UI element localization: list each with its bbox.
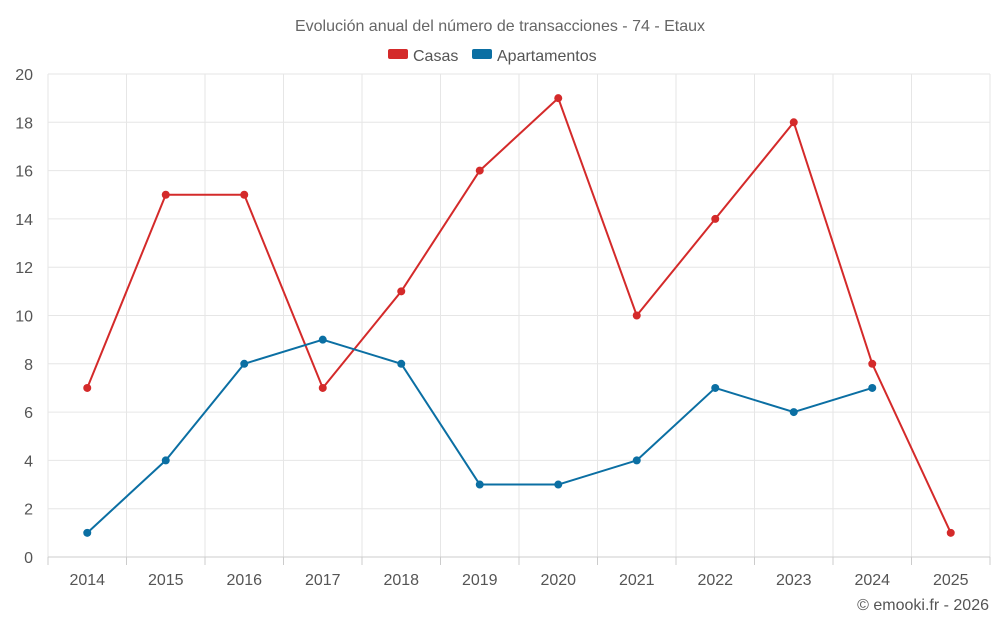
x-tick-label: 2017	[305, 572, 341, 589]
data-point-apartamentos-2022[interactable]	[711, 383, 720, 392]
x-tick-label: 2024	[854, 572, 890, 589]
legend-label-casas: Casas	[413, 48, 458, 65]
legend-swatch-casas	[388, 49, 408, 59]
data-point-casas-2016[interactable]	[240, 190, 249, 199]
data-point-apartamentos-2015[interactable]	[161, 456, 170, 465]
data-point-apartamentos-2023[interactable]	[789, 408, 798, 417]
y-tick-label: 18	[15, 115, 33, 132]
credit-text[interactable]: © emooki.fr - 2026	[857, 597, 989, 614]
legend-item-casas[interactable]: Casas	[388, 48, 458, 65]
y-tick-label: 0	[24, 550, 33, 567]
data-point-casas-2022[interactable]	[711, 214, 720, 223]
series-apartamentos	[83, 335, 877, 537]
y-tick-label: 14	[15, 212, 33, 229]
legend: Casas Apartamentos	[388, 48, 597, 65]
legend-swatch-apartamentos	[472, 49, 492, 59]
data-point-casas-2023[interactable]	[789, 118, 798, 127]
data-point-casas-2024[interactable]	[868, 359, 877, 368]
axes	[47, 556, 991, 565]
data-point-apartamentos-2021[interactable]	[632, 456, 641, 465]
y-tick-label: 2	[24, 502, 33, 519]
grid	[47, 73, 991, 557]
data-point-apartamentos-2016[interactable]	[240, 359, 249, 368]
series-line-casas	[86, 97, 952, 534]
x-tick-label: 2019	[462, 572, 498, 589]
data-point-casas-2019[interactable]	[475, 166, 484, 175]
data-point-apartamentos-2024[interactable]	[868, 383, 877, 392]
data-point-casas-2015[interactable]	[161, 190, 170, 199]
legend-label-apartamentos: Apartamentos	[497, 48, 597, 65]
data-point-casas-2017[interactable]	[318, 383, 327, 392]
y-tick-label: 8	[24, 357, 33, 374]
x-tick-label: 2021	[619, 572, 655, 589]
data-point-casas-2021[interactable]	[632, 311, 641, 320]
x-tick-label: 2016	[226, 572, 262, 589]
x-tick-label: 2018	[383, 572, 419, 589]
x-tick-label: 2014	[69, 572, 105, 589]
legend-item-apartamentos[interactable]: Apartamentos	[472, 48, 597, 65]
x-tick-label: 2015	[148, 572, 184, 589]
x-tick-label: 2025	[933, 572, 969, 589]
data-point-apartamentos-2019[interactable]	[475, 480, 484, 489]
y-tick-label: 4	[24, 453, 33, 470]
data-point-apartamentos-2020[interactable]	[554, 480, 563, 489]
data-point-casas-2014[interactable]	[83, 383, 92, 392]
data-point-casas-2025[interactable]	[946, 528, 955, 537]
y-tick-label: 10	[15, 309, 33, 326]
x-axis-tick-labels: 2014 2015 2016 2017 2018 2019 2020 2021 2022 2023…	[69, 572, 968, 589]
data-point-apartamentos-2018[interactable]	[397, 359, 406, 368]
data-point-casas-2020[interactable]	[554, 94, 563, 103]
series-casas	[83, 94, 955, 537]
x-tick-label: 2022	[697, 572, 733, 589]
y-tick-label: 12	[15, 260, 33, 277]
x-tick-label: 2023	[776, 572, 812, 589]
y-tick-label: 16	[15, 164, 33, 181]
chart-title: Evolución anual del número de transaccio…	[295, 18, 705, 35]
data-point-apartamentos-2017[interactable]	[318, 335, 327, 344]
y-tick-label: 6	[24, 405, 33, 422]
series	[83, 94, 955, 537]
y-axis-tick-labels: 0 2 4 6 8 10 12 14 16 18 20	[15, 67, 33, 567]
x-tick-label: 2020	[540, 572, 576, 589]
y-tick-label: 20	[15, 67, 33, 84]
data-point-casas-2018[interactable]	[397, 287, 406, 296]
data-point-apartamentos-2014[interactable]	[83, 528, 92, 537]
